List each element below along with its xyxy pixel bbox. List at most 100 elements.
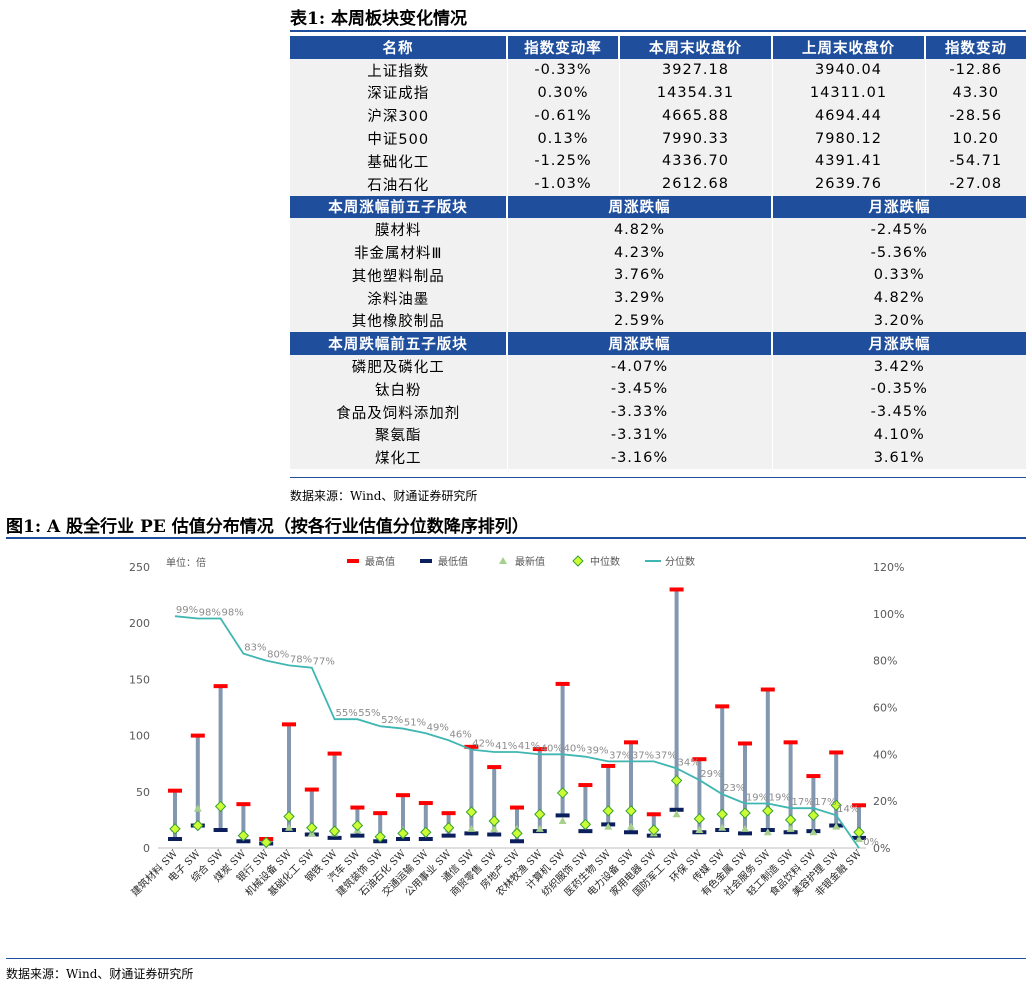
max-marker bbox=[601, 763, 616, 768]
latest-marker bbox=[490, 824, 499, 832]
latest-marker bbox=[285, 823, 293, 831]
min-marker bbox=[464, 831, 479, 836]
percentile-label: 42% bbox=[472, 739, 494, 750]
y-right-tick-label: 80% bbox=[873, 655, 897, 668]
max-marker bbox=[510, 805, 524, 810]
table-cell: 0.33% bbox=[771, 263, 1026, 287]
max-marker bbox=[760, 687, 775, 692]
max-marker bbox=[236, 802, 251, 807]
median-marker bbox=[465, 806, 478, 818]
table-cell: 3.42% bbox=[771, 355, 1026, 378]
median-marker bbox=[511, 827, 523, 840]
percentile-label: 29% bbox=[700, 769, 722, 780]
median-marker bbox=[192, 819, 204, 832]
table-row: 钛白粉 -3.45% -0.35% bbox=[290, 377, 1026, 401]
table-cell: 2612.68 bbox=[618, 172, 772, 196]
median-marker bbox=[853, 826, 865, 838]
y-right-tick-label: 40% bbox=[873, 748, 897, 761]
table-cell: 煤化工 bbox=[290, 446, 507, 470]
table-cell: -1.03% bbox=[506, 172, 619, 196]
min-marker bbox=[510, 839, 524, 844]
table-cell: 14311.01 bbox=[771, 81, 925, 105]
table-cell: 43.30 bbox=[924, 81, 1026, 105]
percentile-label: 37% bbox=[632, 750, 654, 761]
percentile-label: 98% bbox=[199, 608, 221, 619]
max-marker bbox=[168, 788, 182, 793]
median-marker bbox=[397, 827, 409, 840]
latest-marker bbox=[786, 824, 795, 832]
table-cell: 7990.33 bbox=[618, 127, 772, 150]
table-cell: 食品及饲料添加剂 bbox=[290, 400, 507, 424]
table-cell: 磷肥及磷化工 bbox=[290, 355, 507, 378]
table-row: 其他橡胶制品 2.59% 3.20% bbox=[290, 309, 1026, 333]
median-marker bbox=[306, 822, 318, 834]
median-marker bbox=[625, 805, 637, 817]
table-row: 膜材料 4.82% -2.45% bbox=[290, 218, 1026, 242]
min-marker bbox=[669, 807, 684, 812]
median-marker bbox=[214, 800, 227, 813]
table-cell: 3.20% bbox=[771, 309, 1026, 333]
table-caption: 表1: 本周板块变化情况 bbox=[290, 9, 468, 29]
percentile-label: 78% bbox=[290, 654, 312, 665]
min-marker bbox=[555, 813, 570, 818]
max-marker bbox=[441, 811, 456, 816]
y-left-tick-label: 150 bbox=[129, 673, 150, 686]
median-marker bbox=[420, 826, 432, 838]
table-header-cell: 名称 bbox=[290, 36, 507, 59]
max-marker bbox=[464, 744, 479, 749]
table-header-cell: 上周末收盘价 bbox=[771, 36, 925, 59]
median-marker bbox=[784, 814, 797, 826]
median-marker bbox=[648, 824, 660, 836]
latest-marker bbox=[832, 822, 841, 830]
latest-marker bbox=[627, 822, 635, 830]
table-cell: 钛白粉 bbox=[290, 377, 507, 401]
percentile-line bbox=[174, 615, 860, 849]
table-cell: -3.45% bbox=[506, 377, 772, 401]
latest-marker bbox=[763, 828, 772, 836]
percentile-label: 40% bbox=[541, 743, 563, 754]
table-cell: -3.45% bbox=[771, 400, 1026, 424]
min-marker bbox=[213, 828, 228, 833]
percentile-label: 52% bbox=[381, 715, 403, 726]
max-marker bbox=[487, 765, 502, 770]
table-cell: 其他塑料制品 bbox=[290, 263, 507, 287]
percentile-label: 51% bbox=[404, 718, 426, 729]
table-cell: -3.33% bbox=[506, 400, 772, 424]
max-marker bbox=[646, 812, 661, 817]
max-marker bbox=[624, 740, 638, 745]
percentile-label: 55% bbox=[335, 708, 357, 719]
y-left-tick-label: 0 bbox=[143, 842, 150, 855]
max-marker bbox=[373, 811, 388, 816]
y-left-tick-label: 200 bbox=[129, 617, 150, 630]
percentile-label: 77% bbox=[313, 657, 335, 668]
table-cell: 中证500 bbox=[290, 127, 507, 150]
table-header-cell: 指数变动率 bbox=[506, 36, 619, 59]
table-cell: 聚氨酯 bbox=[290, 423, 507, 447]
median-marker bbox=[830, 799, 842, 811]
table-cell: 3927.18 bbox=[618, 58, 772, 82]
latest-marker bbox=[855, 835, 863, 843]
latest-marker bbox=[535, 824, 544, 832]
table-header-row: 名称 指数变动率 本周末收盘价 上周末收盘价 指数变动 bbox=[290, 36, 1026, 59]
max-marker bbox=[190, 733, 205, 738]
min-marker bbox=[350, 833, 365, 838]
percentile-label: 23% bbox=[723, 783, 745, 794]
table-cell: 4.82% bbox=[771, 286, 1026, 310]
table-cell: -1.25% bbox=[506, 149, 619, 173]
percentile-label: 14% bbox=[837, 804, 859, 815]
table-cell: -0.61% bbox=[506, 104, 619, 128]
min-marker bbox=[487, 832, 502, 837]
legend-label: 最新值 bbox=[515, 555, 545, 568]
table-row: 涂料油墨 3.29% 4.82% bbox=[290, 286, 1026, 310]
max-marker bbox=[715, 704, 730, 709]
percentile-label: 39% bbox=[586, 746, 608, 757]
table-cell: 其他橡胶制品 bbox=[290, 309, 507, 333]
table-cell: 4336.70 bbox=[618, 149, 772, 173]
y-left-tick-label: 100 bbox=[129, 730, 150, 743]
table-cell: -3.31% bbox=[506, 423, 772, 447]
latest-marker bbox=[718, 823, 727, 831]
median-marker bbox=[283, 810, 295, 823]
figure-source: 数据来源：Wind、财通证券研究所 bbox=[6, 967, 194, 981]
latest-marker bbox=[558, 817, 567, 825]
max-marker bbox=[692, 757, 707, 762]
